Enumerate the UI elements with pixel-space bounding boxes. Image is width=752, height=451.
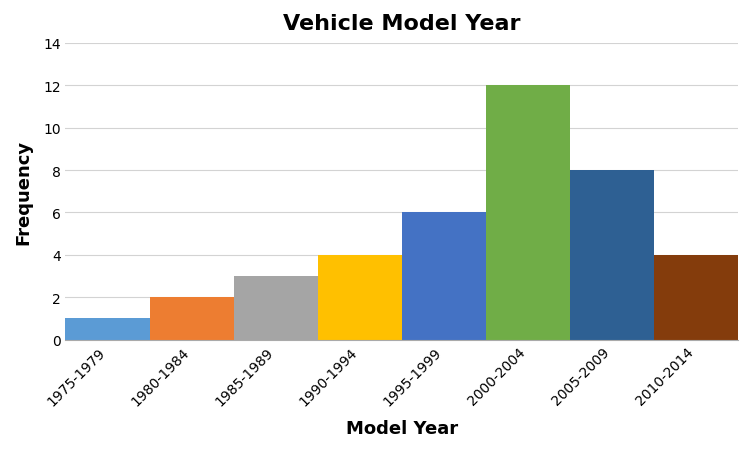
X-axis label: Model Year: Model Year	[346, 419, 458, 437]
Y-axis label: Frequency: Frequency	[14, 139, 32, 244]
Bar	[402, 213, 486, 340]
Bar	[234, 276, 318, 340]
Bar	[486, 86, 570, 340]
Title: Vehicle Model Year: Vehicle Model Year	[283, 14, 520, 34]
Bar	[150, 298, 234, 340]
Bar	[654, 255, 738, 340]
Bar	[65, 319, 150, 340]
Bar	[570, 170, 654, 340]
Bar	[318, 255, 402, 340]
